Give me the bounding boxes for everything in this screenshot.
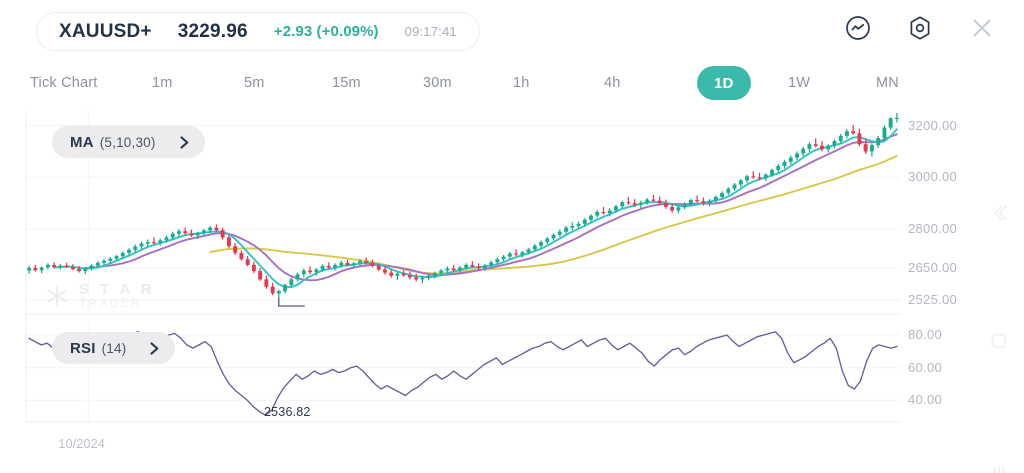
indicator-icon[interactable] [844, 14, 872, 42]
rsi-indicator-name: RSI [70, 339, 96, 357]
price-axis-tick: 3200.00 [908, 117, 958, 133]
timeframe-tabbar: Tick Chart 1m 5m 15m 30m 1h 4h 1D 1W MN [0, 66, 1024, 110]
rounded-square-icon[interactable] [984, 326, 1014, 356]
right-rail [975, 205, 1024, 473]
timeframe-tab-1h[interactable]: 1h [513, 75, 530, 91]
price-axis-tick: 2650.00 [908, 259, 958, 275]
timeframe-tab-mn[interactable]: MN [876, 75, 899, 91]
settings-hexagon-icon[interactable] [906, 14, 934, 42]
header-icon-group [844, 14, 996, 42]
timeframe-tab-30m[interactable]: 30m [423, 75, 452, 91]
rsi-indicator-args: (14) [101, 340, 127, 356]
quote-pill[interactable]: XAUUSD+ 3229.96 +2.93 (+0.09%) 09:17:41 [36, 12, 480, 51]
chart-header: XAUUSD+ 3229.96 +2.93 (+0.09%) 09:17:41 [0, 0, 1024, 62]
time-axis-tick: 10/2024 [58, 437, 106, 451]
change-label: +2.93 (+0.09%) [273, 23, 379, 40]
timeframe-tab-1d[interactable]: 1D [697, 66, 751, 100]
price-axis-tick: 3000.00 [908, 169, 958, 185]
rsi-axis-tick: 80.00 [908, 327, 943, 343]
timeframe-tab-tick-chart[interactable]: Tick Chart [30, 75, 98, 91]
price-label: 3229.96 [177, 20, 248, 42]
price-axis-tick: 2800.00 [908, 221, 958, 237]
timeframe-tab-4h[interactable]: 4h [604, 75, 621, 91]
ma-lines [53, 128, 898, 289]
rsi-axis-tick: 40.00 [908, 392, 943, 408]
rsi-indicator-badge[interactable]: RSI (14) [52, 332, 176, 364]
timeframe-tab-5m[interactable]: 5m [244, 75, 265, 91]
quote-time-label: 09:17:41 [404, 24, 457, 39]
ma-indicator-name: MA [70, 133, 94, 151]
collapse-left-icon[interactable] [984, 198, 1014, 228]
ma-indicator-badge[interactable]: MA (5,10,30) [52, 126, 205, 158]
timeframe-tab-1w[interactable]: 1W [788, 75, 811, 91]
bars-icon[interactable] [984, 458, 1014, 473]
chart-area: S T A R TRADER MA (5,10,30) RSI (14) [0, 104, 1024, 473]
timeframe-tab-15m[interactable]: 15m [332, 75, 361, 91]
low-price-annotation: 2536.82 [264, 405, 311, 419]
chevron-right-icon[interactable] [178, 135, 191, 150]
low-marker-leader [278, 297, 305, 307]
close-icon[interactable] [968, 14, 996, 42]
candlesticks [27, 113, 899, 298]
ma-indicator-args: (5,10,30) [99, 134, 156, 150]
chevron-right-icon[interactable] [148, 341, 161, 356]
price-rsi-plot [25, 110, 900, 423]
rsi-line [28, 331, 898, 416]
timeframe-tab-1m[interactable]: 1m [152, 75, 173, 91]
price-axis-tick: 2525.00 [908, 292, 958, 308]
symbol-label: XAUUSD+ [59, 20, 152, 42]
rsi-axis-tick: 60.00 [908, 359, 943, 375]
